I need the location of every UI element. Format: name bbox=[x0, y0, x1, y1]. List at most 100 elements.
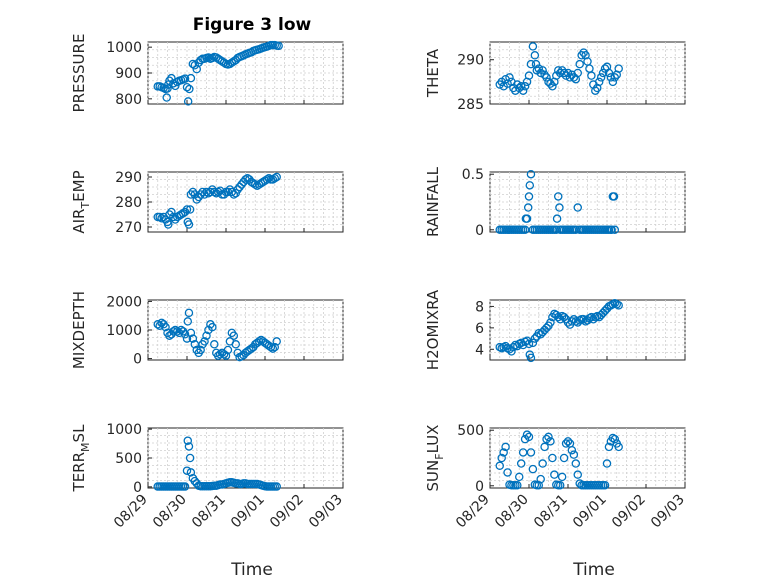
data-point bbox=[538, 66, 547, 75]
data-point bbox=[526, 169, 536, 179]
data-point bbox=[540, 442, 549, 452]
data-point bbox=[609, 192, 619, 201]
data-point bbox=[614, 442, 623, 452]
data-point bbox=[614, 301, 623, 310]
data-point bbox=[610, 225, 620, 235]
data-point bbox=[579, 315, 588, 324]
data-point bbox=[573, 203, 583, 212]
data-point bbox=[215, 350, 225, 359]
y-axis-label: MIXDEPTH bbox=[70, 291, 88, 369]
data-point bbox=[598, 68, 608, 78]
data-point bbox=[561, 439, 571, 448]
data-point bbox=[186, 73, 196, 83]
x-tick-label: 08/30 bbox=[150, 492, 190, 532]
data-point bbox=[555, 480, 565, 490]
y-tick-label: 900 bbox=[115, 66, 142, 82]
data-point bbox=[526, 448, 536, 457]
data-point bbox=[250, 180, 260, 189]
data-point bbox=[183, 97, 193, 106]
data-point bbox=[594, 77, 604, 87]
data-point bbox=[557, 472, 567, 482]
data-point bbox=[223, 345, 233, 355]
data-point bbox=[185, 205, 195, 214]
data-point bbox=[501, 442, 510, 452]
data-point bbox=[272, 482, 281, 491]
subplot-h2omixra: 4 6 8 H2OMIXRA bbox=[424, 289, 686, 370]
data-point bbox=[524, 192, 534, 201]
data-point bbox=[573, 470, 583, 479]
data-point bbox=[604, 68, 614, 78]
data-point bbox=[272, 337, 281, 346]
data-point bbox=[607, 225, 616, 235]
data-point bbox=[210, 187, 219, 197]
data-point bbox=[184, 220, 194, 229]
data-point bbox=[167, 207, 176, 217]
data-point bbox=[526, 353, 536, 363]
data-point bbox=[531, 59, 541, 69]
data-point bbox=[587, 71, 596, 80]
data-point bbox=[546, 318, 555, 327]
data-point bbox=[524, 432, 534, 442]
data-point bbox=[183, 436, 193, 445]
data-point bbox=[208, 322, 217, 332]
y-axis-label: RAINFALL bbox=[424, 166, 442, 237]
data-point bbox=[548, 82, 557, 91]
x-axis-label-left: Time bbox=[230, 560, 273, 580]
data-point bbox=[196, 345, 205, 355]
data-point bbox=[495, 461, 504, 471]
data-point bbox=[559, 312, 569, 322]
data-point bbox=[497, 453, 506, 463]
y-axis-label: PRESSURE bbox=[70, 34, 88, 113]
data-point bbox=[188, 187, 198, 197]
data-point bbox=[544, 432, 553, 442]
y-axis-label: H2OMIXRA bbox=[424, 289, 442, 370]
data-point bbox=[604, 442, 614, 452]
data-point bbox=[180, 207, 190, 217]
data-point bbox=[536, 474, 545, 484]
data-point bbox=[169, 327, 178, 336]
data-point bbox=[600, 480, 610, 490]
data-point bbox=[200, 337, 209, 346]
data-point bbox=[185, 84, 194, 94]
data-point bbox=[163, 84, 172, 93]
data-point bbox=[528, 464, 538, 474]
data-point bbox=[272, 172, 281, 182]
data-point bbox=[526, 59, 536, 69]
subplot-mixdepth: 0 1000 2000 MIXDEPTH bbox=[70, 291, 344, 369]
subplot-pressure: 800 900 1000 PRESSURE bbox=[70, 34, 344, 113]
data-point bbox=[546, 437, 555, 446]
data-point bbox=[184, 442, 194, 451]
data-point bbox=[567, 445, 577, 455]
data-point bbox=[516, 459, 526, 468]
data-point bbox=[534, 64, 544, 73]
y-tick-label: 500 bbox=[457, 423, 484, 439]
data-point bbox=[516, 82, 526, 91]
data-point bbox=[503, 468, 512, 477]
data-point bbox=[567, 317, 577, 326]
x-tick-label: 09/01 bbox=[570, 492, 610, 532]
data-point bbox=[221, 351, 231, 360]
data-point bbox=[167, 73, 176, 83]
y-tick-label: 500 bbox=[115, 451, 142, 467]
data-point bbox=[569, 450, 579, 459]
data-point bbox=[523, 203, 533, 212]
data-point bbox=[161, 322, 170, 332]
subplot-rainfall: 0 0.5 RAINFALL bbox=[424, 166, 686, 239]
data-point bbox=[552, 214, 562, 223]
data-point bbox=[507, 347, 516, 356]
data-point bbox=[518, 86, 528, 95]
y-tick-label: 4 bbox=[475, 342, 484, 358]
y-tick-label: 8 bbox=[475, 299, 484, 315]
data-point bbox=[210, 340, 219, 349]
data-point bbox=[524, 339, 534, 349]
y-tick-label: 0 bbox=[133, 480, 142, 496]
x-tick-label: 09/01 bbox=[228, 492, 268, 532]
data-point bbox=[196, 55, 205, 65]
data-point bbox=[262, 175, 272, 184]
y-tick-label: 270 bbox=[115, 220, 142, 236]
data-point bbox=[520, 82, 530, 91]
y-axis-label: SUNFLUX bbox=[424, 425, 446, 492]
data-point bbox=[530, 334, 540, 343]
data-point bbox=[186, 190, 196, 199]
data-point bbox=[180, 74, 190, 83]
